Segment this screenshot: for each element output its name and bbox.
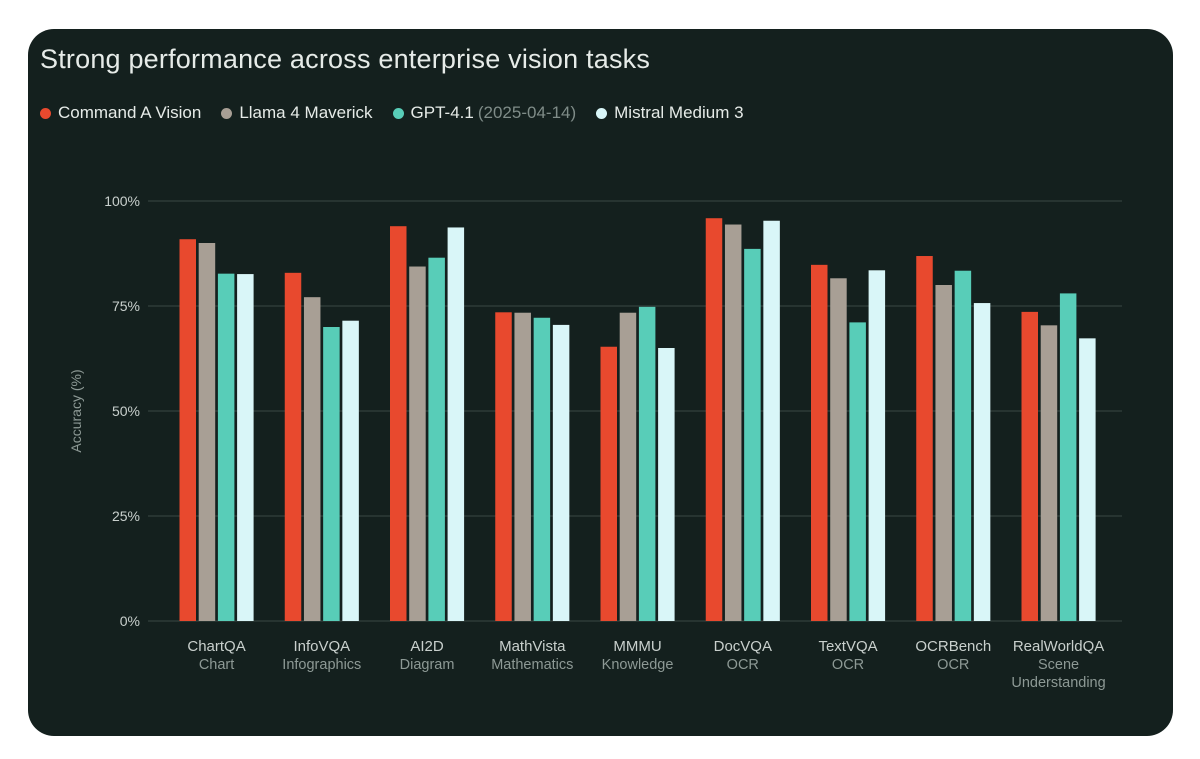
x-tick-label: AI2D [410,638,444,655]
bar [237,274,254,621]
x-tick-label: OCRBench [915,638,991,655]
bar [811,264,828,621]
x-tick-sublabel: Infographics [282,657,361,673]
x-tick-label: ChartQA [187,638,245,655]
y-tick-label: 100% [104,193,140,209]
bar [658,348,675,621]
x-tick-sublabel: Mathematics [491,657,573,673]
legend-swatch-mistral-medium-3 [596,107,608,119]
x-tick-sublabel: OCR [832,657,864,673]
x-tick-label: MathVista [499,638,566,655]
bar [916,256,933,621]
legend-swatch-command-a-vision [40,107,51,119]
bar [1021,311,1038,621]
bar [447,227,465,621]
bar [390,226,407,621]
bar [342,320,359,621]
chart-title: Strong performance across enterprise vis… [40,44,651,74]
x-tick-label: InfoVQA [293,638,350,655]
bar [600,346,617,621]
legend-item-gpt-4-1: GPT-4.1 (2025-04-14) [392,103,577,123]
bar [763,220,780,622]
legend-item-command-a-vision: Command A Vision [40,103,201,123]
x-tick-sublabel: OCR [727,657,759,673]
y-tick-label: 50% [112,403,140,419]
legend-item-llama-4-maverick: Llama 4 Maverick [221,103,373,123]
bar [552,324,570,621]
legend-label: GPT-4.1 [410,103,474,122]
y-tick-label: 75% [112,298,140,314]
x-tick-label: TextVQA [818,638,877,655]
bar [619,312,637,621]
bar [303,297,321,621]
bar [533,317,551,621]
x-tick-sublabel: Understanding [1011,675,1105,691]
y-axis-label: Accuracy (%) [68,369,84,452]
x-tick-label: DocVQA [714,638,772,655]
y-tick-label: 25% [112,508,140,524]
x-tick-sublabel: Chart [199,657,234,673]
y-tick-label: 0% [120,613,140,629]
bar [1059,293,1077,621]
legend: Command A Vision Llama 4 Maverick GPT-4.… [40,103,764,123]
bar [973,303,991,621]
legend-swatch-llama-4-maverick [221,107,233,119]
bar [284,272,302,621]
bar [1079,338,1096,621]
x-tick-sublabel: Knowledge [602,657,674,673]
bar [495,312,512,621]
bar [514,312,531,621]
legend-label: Command A Vision [58,103,202,122]
legend-swatch-gpt-4-1 [392,107,404,119]
bar [830,278,847,621]
bar [744,248,761,621]
bar [935,285,952,621]
bar [724,224,742,621]
x-tick-sublabel: OCR [937,657,969,673]
bar [179,239,196,621]
x-tick-sublabel: Diagram [400,657,455,673]
bar [954,270,972,621]
bar [638,306,656,621]
x-tick-sublabel: Scene [1038,657,1079,673]
bar [1040,325,1058,621]
bar [868,270,886,621]
legend-version-note: (2025-04-14) [477,103,577,122]
x-tick-label: RealWorldQA [1013,638,1104,655]
bar [198,243,216,621]
bar [323,327,340,621]
bar [409,266,426,621]
bar [428,257,445,621]
legend-item-mistral-medium-3: Mistral Medium 3 [596,103,744,123]
bar [217,273,235,621]
x-tick-label: MMMU [613,638,661,655]
bar [849,322,866,621]
legend-label: Llama 4 Maverick [239,103,373,122]
legend-label: Mistral Medium 3 [614,103,744,122]
bar [705,218,723,621]
